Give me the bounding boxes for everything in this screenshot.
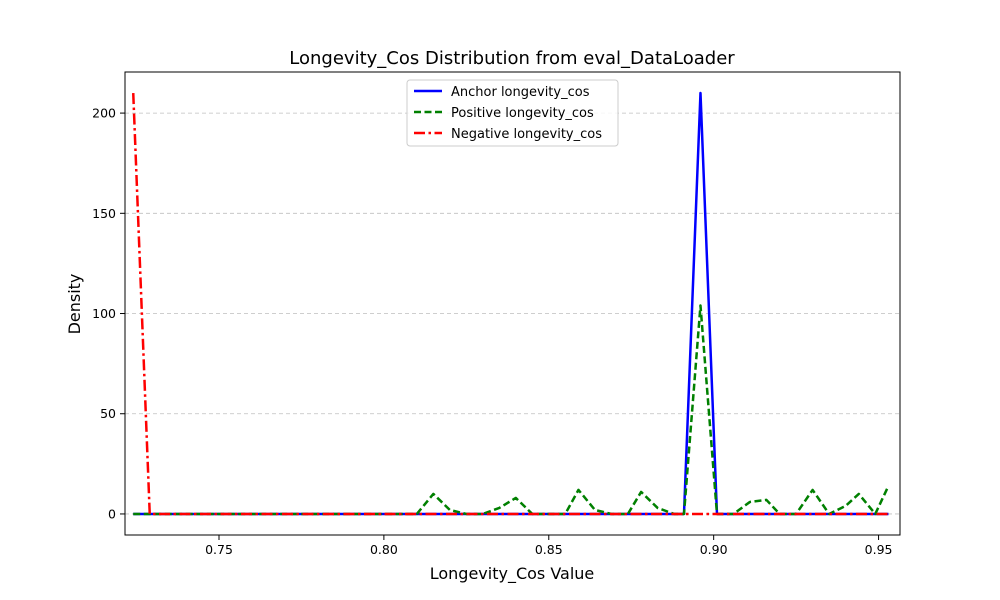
x-axis-label: Longevity_Cos Value [430,564,595,584]
legend-negative-label: Negative longevity_cos [451,127,602,142]
chart-title: Longevity_Cos Distribution from eval_Dat… [289,48,735,69]
legend-box [406,79,619,147]
y-tick-label-2: 100 [92,306,116,321]
y-tick-label-4: 200 [92,106,116,121]
y-tick-label-1: 50 [100,406,116,421]
x-ticks: 0.75 0.80 0.85 0.90 0.95 [205,535,892,557]
series-line-positive-longevity-cos [133,304,890,516]
x-tick-label-4: 0.95 [865,542,893,557]
y-axis-label: Density [65,274,84,335]
y-tick-label-3: 150 [92,206,116,221]
axes-frame [124,71,901,536]
x-tick-label-2: 0.85 [535,542,563,557]
y-tick-label-0: 0 [108,506,116,521]
legend-positive-label: Positive longevity_cos [451,106,594,121]
x-tick-label-1: 0.80 [370,542,398,557]
legend-anchor-label: Anchor longevity_cos [451,85,590,100]
x-tick-label-0: 0.75 [205,542,233,557]
y-ticks: 0 50 100 150 200 [92,106,125,521]
x-tick-label-3: 0.90 [700,542,728,557]
series-layer [131,91,890,516]
legend: Anchor longevity_cos Positive longevity_… [406,79,619,147]
